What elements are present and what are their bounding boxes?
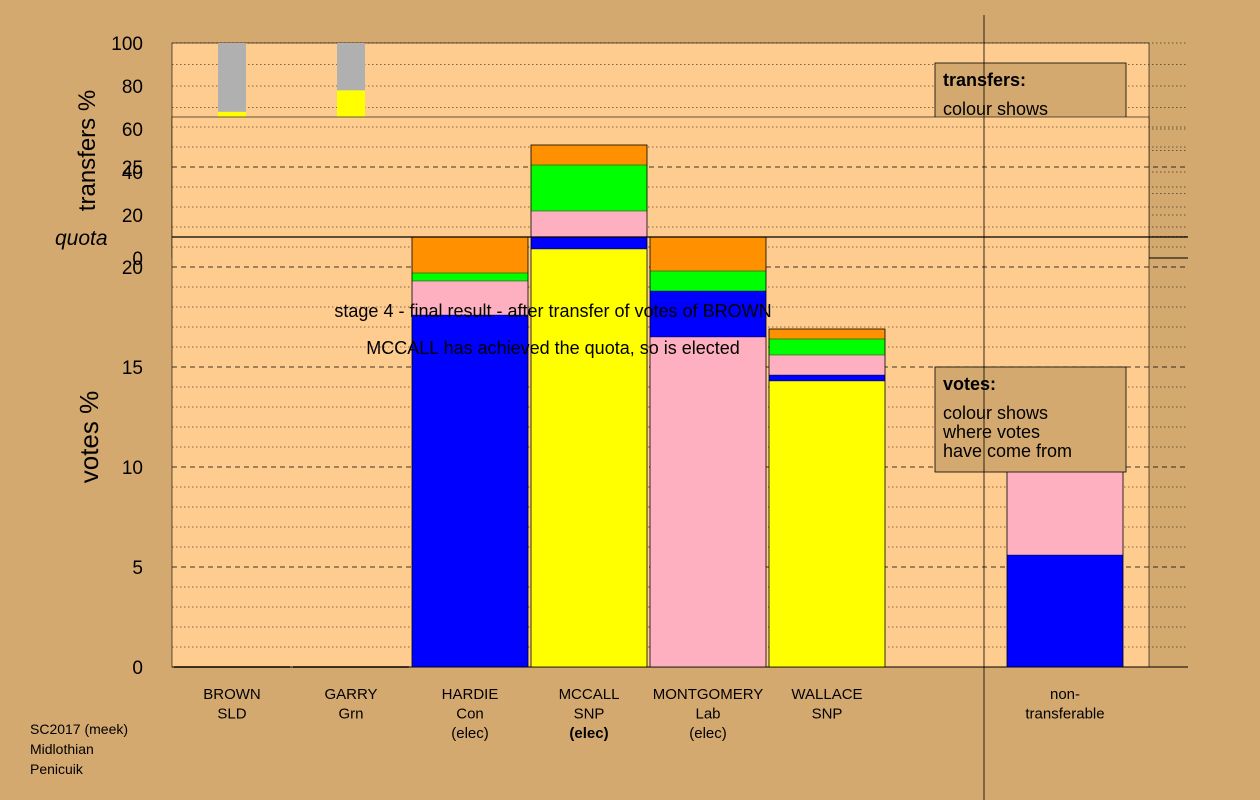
transfers-y-tick-label: 0 bbox=[132, 249, 143, 270]
votes-y-tick-label: 20 bbox=[122, 258, 143, 279]
candidate-label: MCCALL bbox=[559, 686, 620, 703]
transfers-y-tick-label: 80 bbox=[122, 77, 143, 98]
vote-bar-segment bbox=[769, 329, 885, 339]
transfer-bar-segment bbox=[218, 43, 246, 112]
vote-bar-outline bbox=[768, 328, 886, 668]
candidate-label: transferable bbox=[1025, 706, 1104, 723]
candidate-label: SNP bbox=[812, 706, 843, 723]
transfers-legend-title: transfers: bbox=[943, 70, 1026, 90]
transfer-bar-segment bbox=[337, 43, 365, 91]
candidate-label: Grn bbox=[338, 706, 363, 723]
candidate-label: HARDIE bbox=[442, 686, 499, 703]
vote-bar-segment bbox=[769, 355, 885, 375]
vote-bar-segment bbox=[531, 165, 647, 211]
candidate-label: Con bbox=[456, 706, 484, 723]
candidate-label: BROWN bbox=[203, 686, 261, 703]
stage-heading: stage 4 - final result - after transfer … bbox=[334, 301, 771, 321]
candidate-label: SNP bbox=[574, 706, 605, 723]
candidate-label: non- bbox=[1050, 686, 1080, 703]
vote-bar-segment bbox=[531, 211, 647, 237]
vote-bar-segment bbox=[531, 237, 647, 249]
transfers-y-axis-label: transfers % bbox=[74, 90, 101, 211]
vote-bar-segment bbox=[650, 337, 766, 667]
vote-bar-segment bbox=[412, 315, 528, 667]
vote-bar-segment bbox=[531, 145, 647, 165]
votes-legend-text: have come from bbox=[943, 441, 1072, 461]
vote-bar-segment bbox=[412, 273, 528, 281]
vote-bar-segment bbox=[650, 271, 766, 291]
candidate-label: (elec) bbox=[451, 725, 489, 742]
transfers-y-tick-label: 100 bbox=[111, 34, 143, 55]
vote-bar-segment bbox=[769, 339, 885, 355]
candidate-label: (elec) bbox=[689, 725, 727, 742]
vote-bar-segment bbox=[531, 249, 647, 667]
candidate-label: MONTGOMERY bbox=[653, 686, 764, 703]
footer-council: Midlothian bbox=[30, 741, 94, 757]
vote-bar-segment bbox=[412, 281, 528, 315]
votes-y-axis-label: votes % bbox=[74, 391, 104, 484]
vote-bar-segment bbox=[650, 291, 766, 337]
footer-ward: Penicuik bbox=[30, 761, 84, 777]
vote-bar-segment bbox=[1007, 457, 1123, 555]
elected-heading: MCCALL has achieved the quota, so is ele… bbox=[366, 338, 740, 358]
candidate-label: SLD bbox=[217, 706, 246, 723]
transfers-legend-text: colour shows bbox=[943, 99, 1048, 119]
vote-bar-segment bbox=[769, 381, 885, 667]
transfers-y-tick-label: 20 bbox=[122, 206, 143, 227]
votes-legend-text: where votes bbox=[942, 422, 1040, 442]
votes-panel: 0 5 10 15 20 25 votes % quota votes: colour shows… bbox=[55, 116, 1188, 742]
votes-legend-text: colour shows bbox=[943, 403, 1048, 423]
transfers-y-tick-label: 60 bbox=[122, 120, 143, 141]
votes-y-tick-label: 0 bbox=[132, 658, 143, 679]
vote-bar-segment bbox=[650, 237, 766, 271]
candidate-label: (elec) bbox=[569, 725, 608, 742]
candidate-label: Lab bbox=[695, 706, 720, 723]
quota-label: quota bbox=[55, 227, 108, 250]
vote-bar-segment bbox=[769, 375, 885, 381]
candidate-label: WALLACE bbox=[791, 686, 862, 703]
votes-legend-box bbox=[934, 366, 1127, 473]
votes-y-tick-label: 25 bbox=[122, 158, 143, 179]
votes-y-tick-label: 5 bbox=[132, 558, 143, 579]
votes-y-tick-label: 10 bbox=[122, 458, 143, 479]
candidate-label: GARRY bbox=[324, 686, 377, 703]
votes-legend-title: votes: bbox=[943, 374, 996, 394]
vote-bar-outline bbox=[530, 144, 648, 668]
vote-bar-segment bbox=[412, 237, 528, 273]
votes-y-tick-label: 15 bbox=[122, 358, 143, 379]
footer-election: SC2017 (meek) bbox=[30, 721, 128, 737]
vote-bar-segment bbox=[1007, 555, 1123, 667]
transfers-y-tick-label: 40 bbox=[122, 163, 143, 184]
